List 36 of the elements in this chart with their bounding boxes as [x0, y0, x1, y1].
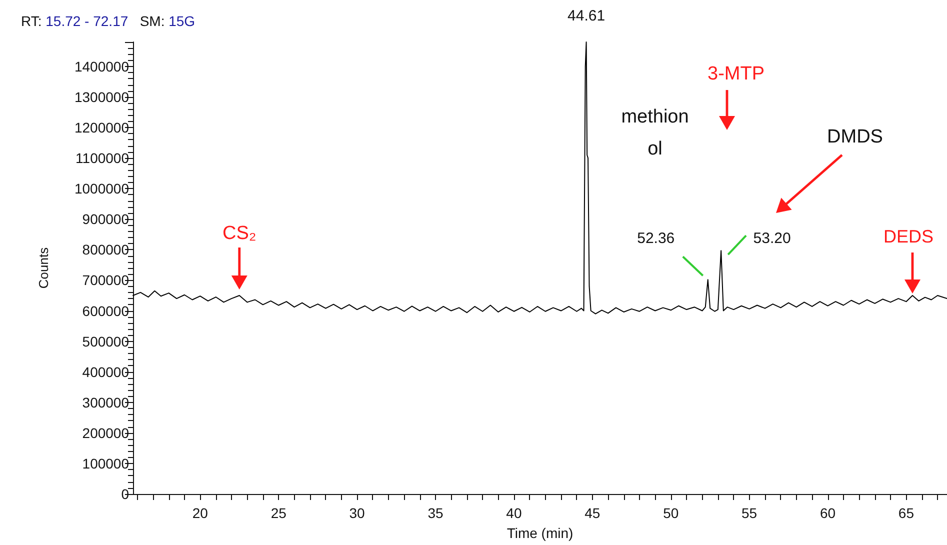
- annotation: 44.61: [568, 8, 606, 24]
- x-tick-label: 35: [428, 505, 444, 521]
- annotation: DEDS: [883, 226, 934, 246]
- line-series: [132, 42, 947, 314]
- annotation: DMDS: [827, 126, 883, 148]
- x-tick-label: 65: [898, 505, 914, 521]
- x-axis-title: Time (min): [506, 525, 574, 541]
- y-tick-label: 700000: [82, 272, 130, 288]
- y-tick-label: 1200000: [74, 120, 130, 136]
- y-tick-label: 400000: [82, 364, 130, 380]
- annotation: 52.36: [637, 230, 675, 248]
- y-axis-title: Counts: [36, 246, 51, 289]
- x-tick-label: 25: [270, 505, 287, 521]
- x-tick-label: 30: [349, 505, 366, 521]
- y-tick-label: 1400000: [74, 58, 130, 74]
- y-tick-label: 900000: [82, 211, 130, 228]
- y-tick-label: 800000: [82, 242, 130, 258]
- annotation: 53.20: [753, 230, 791, 248]
- y-tick-label: 1100000: [76, 150, 130, 166]
- x-tick-label: 40: [506, 505, 522, 521]
- x-tick-label: 55: [742, 505, 758, 521]
- y-tick-label: 300000: [82, 394, 130, 410]
- y-tick-label: 200000: [82, 424, 130, 441]
- y-tick-label: 100000: [82, 455, 130, 472]
- y-tick-label: 1300000: [74, 88, 130, 105]
- annotation: methionol: [621, 106, 689, 160]
- x-tick-label: 60: [820, 505, 836, 521]
- y-tick-label: 1000000: [74, 180, 130, 197]
- y-tick-label: 600000: [82, 302, 130, 319]
- chart-title: RT: 15.72 - 72.17 SM: 15G: [21, 13, 196, 29]
- x-tick-label: 50: [663, 505, 679, 521]
- annotation: CS₂: [222, 222, 256, 244]
- x-tick-label: 20: [192, 505, 208, 521]
- y-tick-label: 500000: [82, 333, 130, 350]
- x-tick-label: 45: [584, 505, 600, 521]
- annotation: 3-MTP: [708, 64, 764, 84]
